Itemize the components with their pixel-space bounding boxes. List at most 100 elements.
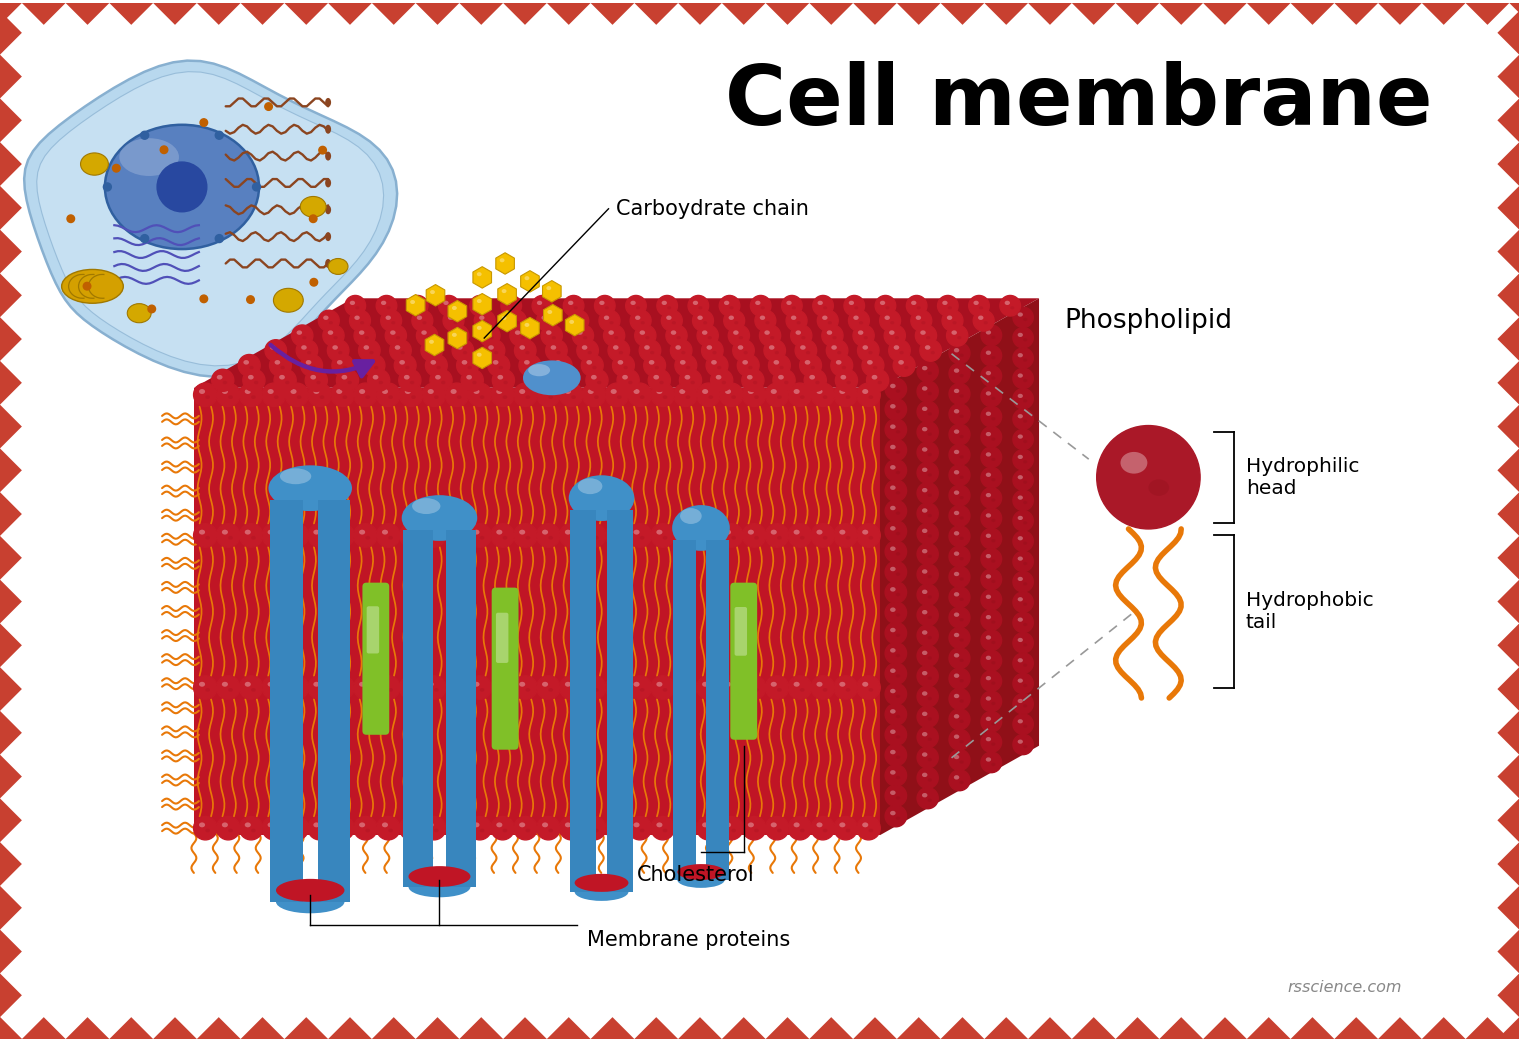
Ellipse shape [833,336,837,340]
Ellipse shape [680,822,686,827]
Circle shape [949,486,970,506]
Ellipse shape [325,205,332,215]
Circle shape [741,369,764,392]
Ellipse shape [1024,684,1027,687]
Ellipse shape [787,301,792,305]
Circle shape [217,817,240,840]
Ellipse shape [796,330,801,334]
Polygon shape [570,511,596,892]
Ellipse shape [316,380,321,384]
Circle shape [160,146,168,153]
Text: Hydrophobic
tail: Hydrophobic tail [1245,591,1374,632]
Ellipse shape [992,457,995,461]
Ellipse shape [891,321,894,324]
Ellipse shape [636,316,640,320]
Ellipse shape [891,445,895,449]
Circle shape [445,676,469,699]
Polygon shape [474,267,492,289]
Circle shape [981,447,1002,468]
Ellipse shape [960,659,964,662]
Circle shape [917,380,938,402]
Circle shape [439,296,458,316]
Ellipse shape [891,404,895,408]
Ellipse shape [799,395,805,399]
Ellipse shape [911,301,917,305]
Circle shape [743,524,766,547]
Ellipse shape [1024,318,1027,321]
Ellipse shape [640,688,645,692]
Polygon shape [0,1017,1528,1042]
Ellipse shape [927,636,932,640]
Polygon shape [498,311,516,332]
Circle shape [1097,425,1199,529]
Ellipse shape [753,380,758,384]
Ellipse shape [755,301,761,305]
Ellipse shape [885,306,889,309]
Ellipse shape [342,828,347,833]
Ellipse shape [359,822,365,827]
Ellipse shape [325,232,332,241]
Circle shape [506,311,526,331]
Ellipse shape [895,817,900,820]
Ellipse shape [599,301,605,305]
Ellipse shape [801,345,805,350]
Ellipse shape [1120,452,1148,474]
Ellipse shape [724,389,730,394]
Ellipse shape [434,395,439,399]
Ellipse shape [254,380,258,384]
Ellipse shape [1018,719,1022,723]
Circle shape [651,524,674,547]
Circle shape [487,354,510,376]
Circle shape [594,296,616,316]
Circle shape [811,817,834,840]
Ellipse shape [921,528,927,534]
Ellipse shape [891,750,895,754]
Circle shape [674,676,697,699]
Ellipse shape [895,736,900,739]
Ellipse shape [274,828,278,833]
Polygon shape [1497,0,1528,1039]
Ellipse shape [1018,373,1022,377]
Ellipse shape [223,380,228,384]
Ellipse shape [434,688,439,692]
Circle shape [949,709,970,729]
Ellipse shape [472,380,477,384]
Ellipse shape [105,125,260,249]
Polygon shape [570,511,596,892]
Ellipse shape [701,681,707,687]
Ellipse shape [986,737,992,741]
Circle shape [422,817,446,840]
Ellipse shape [891,710,895,714]
Ellipse shape [895,450,900,454]
Ellipse shape [461,361,468,365]
Circle shape [141,131,148,140]
Circle shape [885,460,906,481]
Circle shape [720,296,740,316]
Ellipse shape [986,371,992,375]
Ellipse shape [927,575,932,578]
Ellipse shape [686,395,691,399]
Ellipse shape [570,320,575,324]
Circle shape [917,585,938,605]
Ellipse shape [617,688,622,692]
Circle shape [559,817,584,840]
Circle shape [999,296,1021,316]
Ellipse shape [986,676,992,680]
Ellipse shape [926,336,931,340]
Ellipse shape [1018,659,1022,663]
Circle shape [490,383,515,406]
Ellipse shape [594,536,599,540]
Ellipse shape [549,688,553,692]
Ellipse shape [350,301,354,305]
Ellipse shape [359,389,365,394]
Circle shape [949,689,970,710]
Circle shape [582,383,605,406]
Ellipse shape [267,681,274,687]
Circle shape [1013,511,1033,531]
Ellipse shape [587,361,591,365]
Circle shape [943,311,963,331]
Circle shape [1013,531,1033,551]
Ellipse shape [1018,740,1022,744]
Ellipse shape [891,486,895,490]
Ellipse shape [953,450,960,454]
